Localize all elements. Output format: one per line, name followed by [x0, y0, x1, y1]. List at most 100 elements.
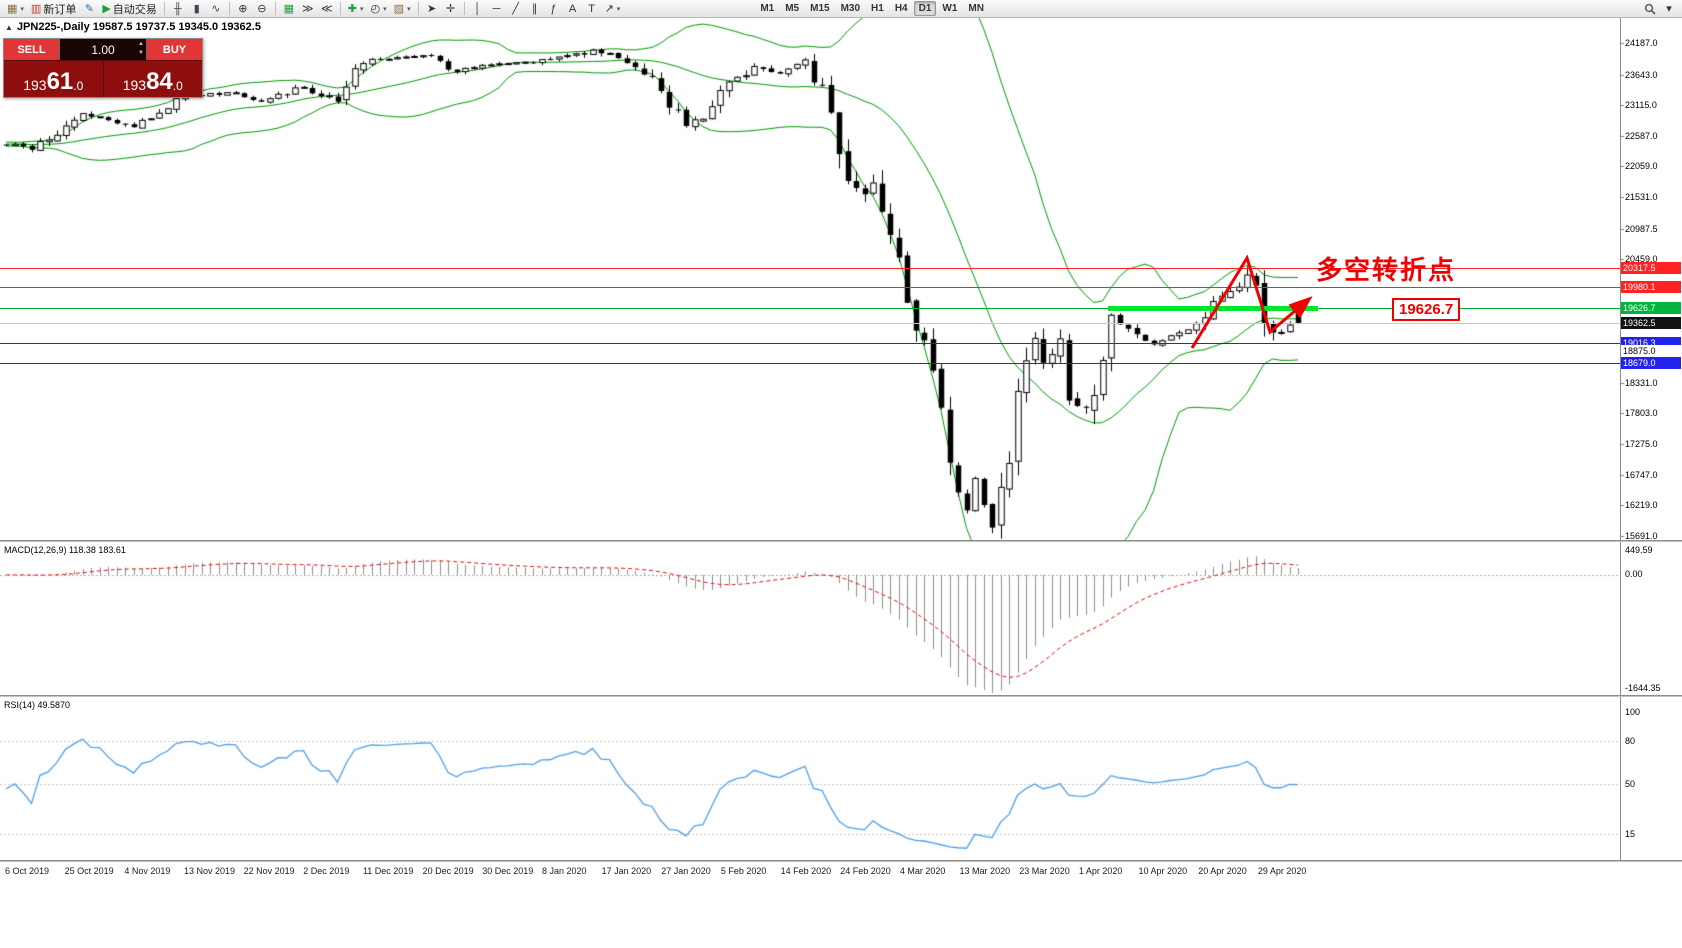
toolbar-separator: [274, 2, 276, 15]
sell-price-dec: .0: [73, 79, 84, 93]
bar-chart-button[interactable]: ╫: [169, 1, 187, 17]
candlestick-chart-button[interactable]: ▮: [188, 1, 206, 17]
timeframe-h4-button[interactable]: H4: [894, 3, 908, 14]
sell-price-pips: 61: [46, 67, 74, 95]
one-click-trading-panel: SELL 1.00 ▲ ▼ BUY 193 61 .0 193: [3, 38, 203, 98]
timeframe-mn-button[interactable]: MN: [968, 3, 984, 14]
time-axis-label: 13 Mar 2020: [959, 866, 1011, 876]
auto-scroll-icon: ≫: [302, 3, 314, 15]
sell-button[interactable]: SELL: [4, 39, 59, 60]
vertical-line-button[interactable]: │: [469, 1, 487, 17]
time-axis-label: 20 Apr 2020: [1198, 866, 1247, 876]
periods-button[interactable]: ◴ ▾: [368, 1, 390, 17]
toolbar-menu-button[interactable]: ▾: [1660, 1, 1678, 17]
price-axis-tick: 16219.0: [1625, 500, 1658, 511]
new-chart-button[interactable]: ▦ ▾: [4, 1, 27, 17]
price-axis-tick: 22587.0: [1625, 130, 1658, 141]
tile-windows-button[interactable]: ▦: [280, 1, 298, 17]
templates-button[interactable]: ▧ ▾: [391, 1, 414, 17]
price-axis-tick: 17275.0: [1625, 439, 1658, 450]
resistance-line-20317[interactable]: [0, 267, 1620, 269]
indicators-button[interactable]: ✚ ▾: [345, 1, 367, 17]
chart-shift-button[interactable]: ≪: [318, 1, 336, 17]
time-axis-label: 29 Apr 2020: [1257, 866, 1307, 876]
timeframe-d1-button[interactable]: D1: [913, 1, 937, 16]
price-badge: 19626.7: [1621, 301, 1681, 314]
volume-down-button[interactable]: ▼: [138, 50, 144, 56]
time-axis-label: 11 Dec 2019: [362, 866, 414, 876]
sell-price-prefix: 193: [23, 77, 47, 93]
text-button[interactable]: A: [564, 1, 582, 17]
resistance-line-19980[interactable]: [0, 287, 1620, 289]
metaeditor-button[interactable]: ✎: [80, 1, 98, 17]
equidistant-channel-button[interactable]: ∥: [526, 1, 544, 17]
buy-button[interactable]: BUY: [147, 39, 202, 60]
dropdown-arrow-icon: ▾: [20, 5, 24, 13]
price-axis-tick: 17803.0: [1625, 408, 1658, 419]
toolbar-separator: [463, 2, 465, 15]
new-chart-icon: ▦: [7, 3, 18, 15]
equidistant-channel-icon: ∥: [531, 3, 538, 15]
buy-price[interactable]: 193 84 .0: [102, 61, 203, 97]
price-axis-tick: 15691.0: [1625, 531, 1658, 541]
support-line-19626-thin[interactable]: [0, 307, 1620, 309]
fibonacci-button[interactable]: ƒ: [545, 1, 563, 17]
panel-separator-rsi[interactable]: [0, 695, 1682, 697]
text-label-button[interactable]: T: [583, 1, 601, 17]
line-chart-button[interactable]: ∿: [207, 1, 225, 17]
zoom-in-button[interactable]: ⊕: [234, 1, 252, 17]
bid-price-line[interactable]: [0, 322, 1620, 324]
turning-point-annotation[interactable]: 多空转折点: [1316, 256, 1457, 285]
timeframe-h1-button[interactable]: H1: [871, 3, 884, 14]
timeframe-m15-button[interactable]: M15: [810, 3, 830, 14]
time-axis-label: 8 Jan 2020: [541, 866, 587, 876]
arrows-button[interactable]: ↗ ▾: [602, 1, 624, 17]
volume-value: 1.00: [91, 42, 115, 57]
crosshair-button[interactable]: ✛: [442, 1, 460, 17]
price-badge: 19362.5: [1621, 316, 1681, 329]
support-line-19016[interactable]: [0, 343, 1620, 345]
price-axis-tick: 18331.0: [1625, 377, 1658, 388]
trendline-button[interactable]: ╱: [507, 1, 525, 17]
new-order-button[interactable]: ▥ 新订单: [28, 1, 79, 17]
panel-separator-time-axis[interactable]: [0, 860, 1682, 862]
support-line-19626-thick[interactable]: [1108, 305, 1318, 311]
price-axis-tick: 24187.0: [1625, 38, 1658, 48]
horizontal-line-button[interactable]: ─: [488, 1, 506, 17]
bar-chart-icon: ╫: [173, 2, 182, 15]
chart-shift-icon: ≪: [321, 3, 333, 15]
buy-price-dec: .0: [172, 79, 183, 93]
autotrading-button[interactable]: ▶ 自动交易: [99, 1, 159, 17]
dropdown-arrow-icon: ▾: [360, 5, 364, 13]
timeframe-w1-button[interactable]: W1: [942, 3, 958, 14]
vertical-line-icon: │: [474, 2, 482, 15]
toolbar-separator: [228, 2, 230, 15]
timeframe-m30-button[interactable]: M30: [840, 3, 861, 14]
new-order-icon: ▥: [30, 3, 42, 15]
auto-scroll-button[interactable]: ≫: [299, 1, 317, 17]
volume-up-button[interactable]: ▲: [138, 41, 144, 47]
cursor-icon: ➤: [426, 3, 437, 15]
crosshair-icon: ✛: [445, 3, 456, 15]
magnifier-icon: [1644, 3, 1656, 15]
time-axis-label: 10 Apr 2020: [1138, 866, 1188, 876]
support-line-18679[interactable]: [0, 362, 1620, 364]
time-axis-label: 13 Nov 2019: [183, 866, 236, 876]
volume-input[interactable]: 1.00 ▲ ▼: [59, 39, 147, 60]
panel-separator-macd[interactable]: [0, 540, 1682, 542]
sell-price[interactable]: 193 61 .0: [4, 61, 103, 97]
cursor-button[interactable]: ➤: [423, 1, 441, 17]
timeframe-m5-button[interactable]: M5: [785, 3, 800, 14]
price-tag-annotation[interactable]: 19626.7: [1392, 298, 1461, 321]
periods-icon: ◴: [370, 3, 381, 15]
price-axis-tick: 22059.0: [1625, 161, 1658, 172]
time-axis-label: 17 Jan 2020: [601, 866, 652, 876]
zoom-out-button[interactable]: ⊖: [253, 1, 271, 17]
text-icon: A: [568, 2, 577, 15]
symbol-search-button[interactable]: [1641, 1, 1659, 17]
timeframe-m1-button[interactable]: M1: [760, 3, 775, 14]
one-click-collapse-icon[interactable]: ▲: [5, 22, 13, 32]
